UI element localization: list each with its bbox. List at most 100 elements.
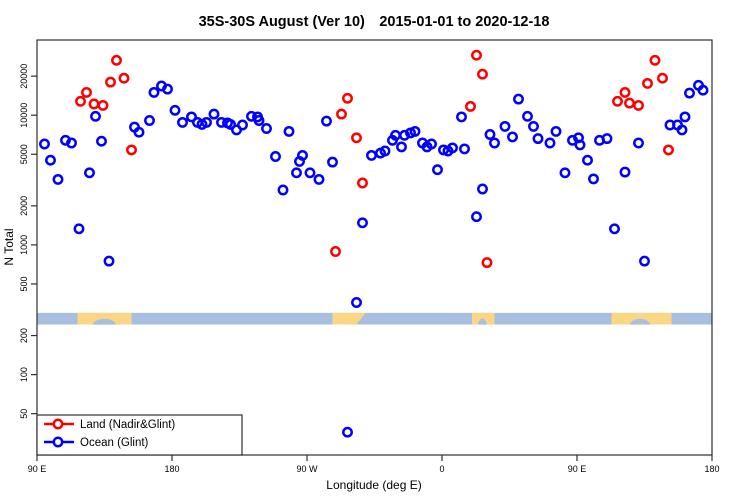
- data-point: [52, 173, 64, 185]
- land-patch: [611, 312, 672, 325]
- data-point: [588, 173, 599, 185]
- ocean-band: [37, 312, 712, 325]
- data-point: [118, 72, 130, 84]
- data-point: [45, 154, 56, 166]
- data-point: [169, 104, 181, 116]
- data-point: [507, 131, 518, 143]
- data-point: [84, 167, 95, 179]
- x-axis-label: Longitude (deg E): [326, 478, 421, 492]
- data-point: [481, 257, 493, 269]
- data-point: [366, 149, 377, 161]
- data-point: [639, 255, 650, 267]
- data-point: [90, 110, 101, 122]
- y-tick-label: 1000: [19, 235, 29, 255]
- data-point: [201, 116, 212, 128]
- data-point: [513, 93, 524, 105]
- data-point: [532, 133, 544, 145]
- data-point: [544, 137, 556, 149]
- data-point: [225, 118, 236, 130]
- data-point: [624, 97, 635, 109]
- data-point: [162, 83, 173, 95]
- data-point: [489, 137, 500, 149]
- data-point: [277, 184, 289, 196]
- map-band-shapes: [37, 312, 712, 325]
- data-point: [111, 54, 122, 66]
- data-point: [66, 137, 77, 149]
- y-tick-label: 2000: [19, 196, 29, 216]
- data-point: [253, 115, 265, 126]
- data-point: [633, 99, 644, 111]
- legend-land-label: Land (Nadir&Glint): [80, 419, 175, 431]
- y-tick-label: 20000: [19, 64, 29, 89]
- data-point: [601, 133, 613, 145]
- data-point: [144, 115, 155, 126]
- chart-title: 35S-30S August (Ver 10) 2015-01-01 to 20…: [199, 14, 550, 30]
- data-point: [609, 223, 620, 235]
- legend-ocean-label: Ocean (Glint): [80, 437, 149, 449]
- x-tick-label: 90 W: [296, 464, 318, 474]
- y-tick-label: 50: [19, 409, 29, 419]
- data-point: [612, 95, 623, 107]
- data-point: [399, 129, 410, 141]
- data-point: [186, 111, 197, 123]
- coastline-notch: [478, 318, 487, 325]
- data-point: [471, 49, 482, 61]
- ocean-series: [39, 79, 709, 438]
- data-point: [126, 144, 137, 156]
- data-point: [73, 223, 85, 235]
- legend-land-marker-icon: [52, 418, 64, 430]
- data-point: [409, 125, 421, 137]
- data-point: [313, 173, 325, 185]
- data-point: [477, 183, 488, 195]
- data-point: [291, 167, 302, 179]
- y-tick-label: 500: [19, 276, 29, 291]
- data-point: [81, 86, 92, 98]
- data-point: [642, 77, 653, 89]
- data-point: [396, 141, 407, 153]
- legend-box: [36, 414, 243, 456]
- data-point: [456, 111, 467, 123]
- legend-ocean-marker-icon: [52, 436, 64, 448]
- data-point: [148, 86, 160, 98]
- data-point: [270, 151, 281, 162]
- data-point: [619, 166, 631, 178]
- data-point: [351, 297, 362, 308]
- data-point: [676, 124, 688, 136]
- data-point: [499, 120, 511, 132]
- data-point: [484, 129, 496, 140]
- data-point: [471, 211, 482, 223]
- data-point: [567, 134, 578, 146]
- data-point: [684, 87, 695, 99]
- data-points-layer: [39, 49, 709, 438]
- data-point: [283, 125, 295, 137]
- data-point: [96, 135, 107, 147]
- data-point: [357, 217, 368, 229]
- data-point: [342, 426, 353, 438]
- y-tick-label: 5000: [19, 144, 29, 164]
- data-point: [208, 108, 220, 120]
- data-point: [105, 76, 116, 88]
- data-point: [459, 143, 470, 155]
- data-point: [97, 99, 109, 111]
- data-point: [39, 138, 50, 150]
- y-tick-label: 10000: [19, 103, 29, 128]
- data-point: [351, 132, 362, 144]
- data-point: [177, 116, 188, 128]
- data-point: [657, 72, 668, 84]
- y-tick-label: 200: [19, 328, 29, 343]
- data-point: [447, 142, 458, 154]
- x-tick-label: 0: [439, 464, 444, 474]
- data-point: [559, 167, 571, 179]
- data-point: [103, 255, 115, 267]
- x-tick-label: 90 E: [568, 464, 587, 474]
- data-point: [528, 120, 539, 132]
- data-point: [633, 137, 644, 149]
- data-point: [330, 246, 341, 257]
- data-point: [133, 126, 145, 138]
- land-patch: [472, 312, 495, 325]
- land-patch: [332, 312, 366, 325]
- data-point: [88, 98, 100, 110]
- x-axis: 90 E 180 90 W 0 90 E 180: [28, 455, 720, 474]
